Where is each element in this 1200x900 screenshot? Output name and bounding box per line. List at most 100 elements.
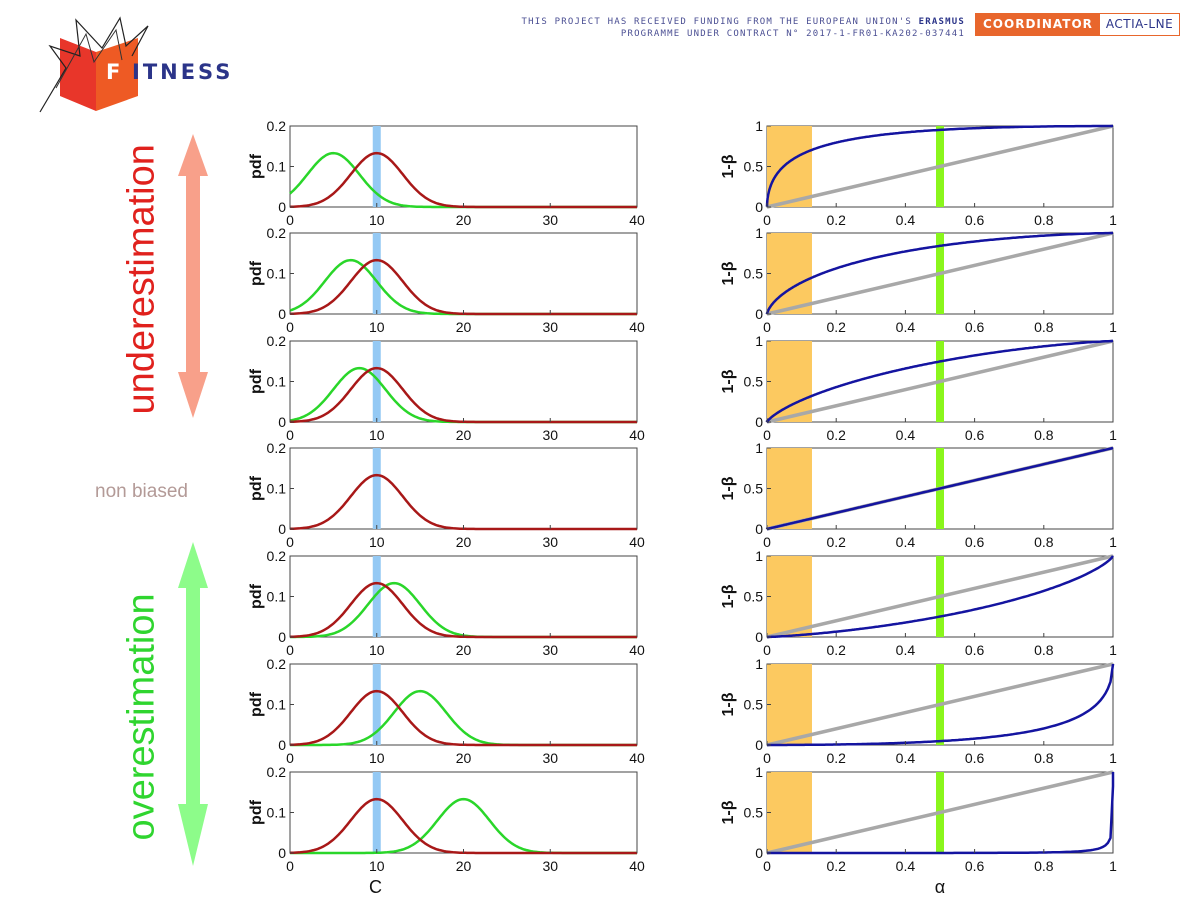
pdf-xtick-label: 30 [542,642,558,658]
logo-text: ITNESS [132,60,234,84]
pdf-xtick-label: 20 [456,750,472,766]
roc-xtick-label: 0.8 [1034,858,1054,874]
coordinator-label: COORDINATOR [976,14,1100,35]
roc-xtick-label: 0.4 [896,858,916,874]
pdf-highlight-band [372,772,381,853]
pdf-ylabel: pdf [248,368,265,394]
logo-birds-2 [55,28,123,89]
roc-xtick-label: 0.2 [826,642,846,658]
roc-xtick-label: 0.8 [1034,642,1054,658]
pdf-xtick-label: 40 [629,427,645,443]
roc-ylabel: 1-β [720,800,737,824]
roc-ytick-label: 1 [755,333,763,349]
logo-book-icon [39,16,149,113]
roc-xtick-label: 0 [763,858,771,874]
roc-ytick-label: 0 [755,414,763,430]
roc-ylabel: 1-β [720,584,737,608]
pdf-ytick-label: 0.1 [267,805,287,821]
roc-ytick-label: 1 [755,118,763,134]
pdf-ytick-label: 0.2 [267,333,287,349]
pdf-highlight-band [372,664,381,745]
roc-curve [767,772,1115,855]
pdf-xtick-label: 30 [542,427,558,443]
pdf-xtick-label: 0 [286,427,294,443]
fitness-logo [36,16,271,116]
roc-orange-band [767,772,812,853]
pdf-xtick-label: 30 [542,319,558,335]
roc-xtick-label: 0.8 [1034,427,1054,443]
pdf-xtick-label: 0 [286,212,294,228]
pdf-ylabel: pdf [248,799,265,825]
roc-ytick-label: 0 [755,521,763,537]
roc-xtick-label: 0.2 [826,750,846,766]
pdf-xtick-label: 40 [629,534,645,550]
roc-xtick-label: 0.4 [896,427,916,443]
pdf-ylabel: pdf [248,153,265,179]
pdf-xtick-label: 30 [542,858,558,874]
roc-ylabel: 1-β [720,369,737,393]
roc-ytick-label: 1 [755,225,763,241]
pdf-ylabel: pdf [248,691,265,717]
roc-diagonal [766,770,1114,855]
pdf-xtick-label: 0 [286,319,294,335]
roc-orange-band [767,448,812,529]
roc-orange-band [767,556,812,637]
roc-ytick-label: 0.5 [744,481,764,497]
pdf-xtick-label: 40 [629,642,645,658]
roc-ytick-label: 1 [755,440,763,456]
roc-xtick-label: 1 [1109,427,1117,443]
roc-ytick-label: 0.5 [744,697,764,713]
roc-ytick-label: 1 [755,656,763,672]
pdf-ytick-label: 0 [278,737,286,753]
pdf-ytick-label: 0 [278,414,286,430]
roc-diagonal [766,339,1114,424]
pdf-xtick-label: 0 [286,858,294,874]
roc-ytick-label: 0 [755,629,763,645]
roc-curve [767,664,1115,747]
logo-book-left [60,38,96,111]
roc-xtick-label: 0.2 [826,534,846,550]
roc-ylabel: 1-β [720,261,737,285]
pdf-axes-frame [289,125,638,208]
roc-xtick-label: 0.6 [965,319,985,335]
pdf-axes-frame [289,340,638,423]
roc-xtick-label: 1 [1109,858,1117,874]
roc-xtick-label: 0.4 [896,642,916,658]
pdf-axes-frame [289,232,638,315]
pdf-xtick-label: 0 [286,642,294,658]
pdf-xtick-label: 0 [286,750,294,766]
pdf-ytick-label: 0.2 [267,225,287,241]
pdf-ytick-label: 0 [278,629,286,645]
under-arrow [178,134,208,418]
roc-curve [767,555,1114,639]
roc-xtick-label: 0.8 [1034,534,1054,550]
roc-orange-band [767,126,812,207]
pdf-ylabel: pdf [248,475,265,501]
roc-xtick-label: 0 [763,642,771,658]
pdf-axes-frame [289,771,638,854]
roc-xtick-label: 0.4 [896,750,916,766]
over-arrow [178,542,208,866]
roc-xtick-label: 0.6 [965,750,985,766]
pdf-ytick-label: 0.1 [267,697,287,713]
pdf-highlight-band [372,556,381,637]
funding-line1: THIS PROJECT HAS RECEIVED FUNDING FROM T… [521,17,919,27]
pdf-ytick-label: 0.2 [267,548,287,564]
pdf-xtick-label: 10 [369,427,385,443]
pdf-ytick-label: 0.2 [267,764,287,780]
pdf-ytick-label: 0.1 [267,374,287,390]
roc-xtick-label: 0.2 [826,319,846,335]
roc-xtick-label: 0.6 [965,534,985,550]
roc-ytick-label: 1 [755,548,763,564]
roc-xtick-label: 0.2 [826,858,846,874]
pdf-xtick-label: 40 [629,319,645,335]
pdf-ytick-label: 0 [278,199,286,215]
arrows [178,134,208,866]
roc-curve [765,231,1113,315]
pdf-xtick-label: 20 [456,427,472,443]
roc-curve [765,339,1114,423]
pdf-xtick-label: 10 [369,858,385,874]
roc-ytick-label: 0.5 [744,159,764,175]
roc-xlabel: α [935,877,945,897]
